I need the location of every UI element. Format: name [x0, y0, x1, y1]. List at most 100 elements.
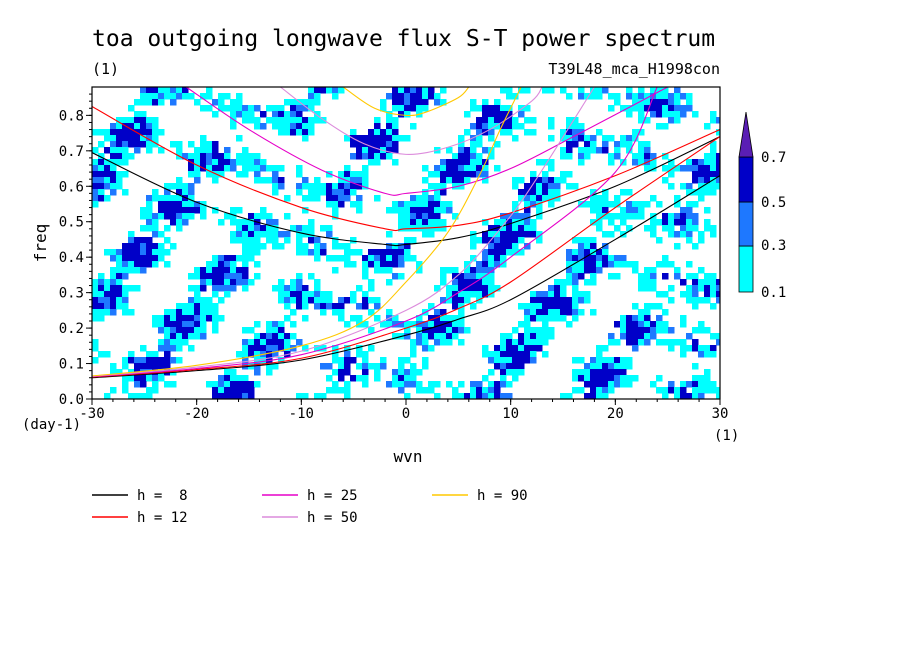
contour-cell — [494, 123, 501, 130]
contour-cell — [104, 195, 111, 202]
contour-cell — [362, 165, 369, 172]
contour-cell — [536, 333, 543, 340]
contour-cell — [434, 339, 441, 346]
contour-cell — [554, 285, 561, 292]
contour-cell — [362, 267, 369, 274]
contour-cell — [374, 117, 381, 124]
contour-cell — [362, 255, 369, 262]
contour-cell — [458, 153, 465, 160]
contour-cell — [362, 291, 369, 298]
contour-cell — [554, 315, 561, 322]
contour-cell — [680, 207, 687, 214]
contour-cell — [122, 291, 129, 298]
contour-cell — [122, 171, 129, 178]
contour-cell — [710, 153, 717, 160]
contour-cell — [110, 309, 117, 316]
contour-cell — [398, 111, 405, 118]
contour-cell — [632, 129, 639, 136]
contour-cell — [500, 375, 507, 382]
contour-cell — [668, 117, 675, 124]
contour-cell — [134, 267, 141, 274]
contour-cell — [254, 153, 261, 160]
contour-cell — [116, 153, 123, 160]
contour-cell — [368, 279, 375, 286]
contour-cell — [644, 93, 651, 100]
contour-cell — [278, 291, 285, 298]
contour-cell — [692, 291, 699, 298]
contour-cell — [236, 207, 243, 214]
contour-cell — [416, 219, 423, 226]
contour-cell — [266, 105, 273, 112]
contour-cell — [116, 369, 123, 376]
contour-cell — [356, 171, 363, 178]
contour-cell — [182, 219, 189, 226]
contour-cell — [230, 285, 237, 292]
contour-cell — [620, 375, 627, 382]
contour-cell — [488, 231, 495, 238]
contour-cell — [248, 381, 255, 388]
contour-cell — [314, 291, 321, 298]
contour-cell — [668, 285, 675, 292]
contour-cell — [200, 153, 207, 160]
contour-cell — [326, 303, 333, 310]
contour-cell — [182, 207, 189, 214]
contour-cell — [578, 369, 585, 376]
contour-cell — [374, 123, 381, 130]
contour-cell — [386, 93, 393, 100]
contour-cell — [266, 345, 273, 352]
contour-cell — [680, 105, 687, 112]
contour-cell — [338, 171, 345, 178]
colorbar-label: 0.1 — [761, 285, 786, 301]
contour-cell — [572, 279, 579, 286]
contour-cell — [704, 327, 711, 334]
contour-cell — [134, 237, 141, 244]
contour-cell — [320, 291, 327, 298]
contour-cell — [608, 333, 615, 340]
contour-cell — [152, 387, 159, 394]
contour-cell — [296, 111, 303, 118]
contour-cell — [170, 87, 177, 94]
contour-cell — [410, 375, 417, 382]
contour-cell — [422, 333, 429, 340]
contour-cell — [224, 213, 231, 220]
contour-cell — [320, 363, 327, 370]
contour-cell — [134, 381, 141, 388]
contour-cell — [692, 345, 699, 352]
contour-cell — [470, 291, 477, 298]
contour-cell — [374, 303, 381, 310]
contour-cell — [488, 261, 495, 268]
contour-cell — [422, 165, 429, 172]
contour-cell — [602, 381, 609, 388]
contour-cell — [188, 153, 195, 160]
contour-cell — [584, 93, 591, 100]
contour-cell — [482, 255, 489, 262]
contour-cell — [650, 285, 657, 292]
contour-cell — [122, 129, 129, 136]
contour-cell — [188, 285, 195, 292]
contour-cell — [686, 183, 693, 190]
contour-cell — [212, 279, 219, 286]
contour-cell — [590, 255, 597, 262]
series-0-inertio-gravity-curve — [92, 136, 720, 247]
contour-cell — [326, 387, 333, 394]
contour-cell — [182, 87, 189, 94]
contour-cell — [326, 291, 333, 298]
contour-cell — [458, 183, 465, 190]
contour-cell — [158, 195, 165, 202]
contour-cell — [92, 315, 99, 322]
contour-cell — [644, 99, 651, 106]
contour-cell — [482, 273, 489, 280]
contour-cell — [128, 309, 135, 316]
contour-cell — [524, 117, 531, 124]
contour-cell — [104, 129, 111, 136]
contour-cell — [146, 375, 153, 382]
contour-cell — [104, 291, 111, 298]
contour-cell — [350, 261, 357, 268]
contour-cell — [542, 189, 549, 196]
contour-cell — [362, 375, 369, 382]
contour-cell — [530, 333, 537, 340]
contour-cell — [158, 339, 165, 346]
contour-cell — [536, 309, 543, 316]
contour-cell — [584, 267, 591, 274]
contour-cell — [284, 333, 291, 340]
